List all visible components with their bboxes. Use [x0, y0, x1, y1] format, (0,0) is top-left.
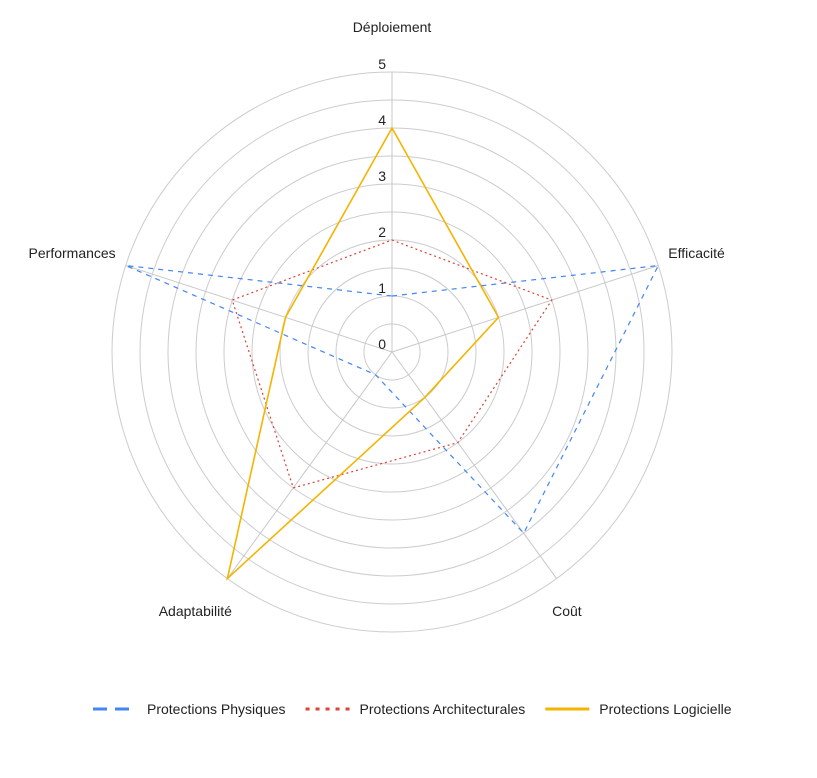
- axis-spoke: [391, 351, 557, 579]
- tick-label: 2: [378, 224, 386, 240]
- axis-spoke: [391, 264, 659, 353]
- grid: [111, 71, 673, 633]
- legend-label: Protections Physiques: [147, 701, 286, 717]
- axis-labels: Déploiement Efficacité Coût Adaptabilité Per…: [29, 19, 726, 619]
- legend-item: Protections Architecturales: [305, 701, 526, 717]
- tick-labels: 0 1 2 3 4 5: [378, 56, 386, 352]
- tick-label: 5: [378, 56, 386, 72]
- axis-spoke: [125, 264, 393, 353]
- series-group: [125, 126, 660, 581]
- series-line-3: [226, 126, 500, 581]
- legend: Protections Physiques Protections Archite…: [93, 701, 732, 717]
- axis-label: Déploiement: [353, 19, 432, 35]
- axis-label: Adaptabilité: [159, 603, 232, 619]
- tick-label: 3: [378, 168, 386, 184]
- axis-label: Coût: [552, 603, 582, 619]
- axis-spoke: [227, 351, 393, 579]
- series-line-2: [231, 239, 553, 489]
- tick-label: 1: [378, 280, 386, 296]
- tick-label: 0: [378, 336, 386, 352]
- tick-label: 4: [378, 112, 386, 128]
- axis-label: Performances: [29, 245, 116, 261]
- legend-label: Protections Architecturales: [360, 701, 526, 717]
- axis-label: Efficacité: [668, 245, 725, 261]
- legend-label: Protections Logicielle: [599, 701, 732, 717]
- series-line-1: [125, 264, 660, 535]
- legend-item: Protections Logicielle: [545, 701, 732, 717]
- legend-item: Protections Physiques: [93, 701, 286, 717]
